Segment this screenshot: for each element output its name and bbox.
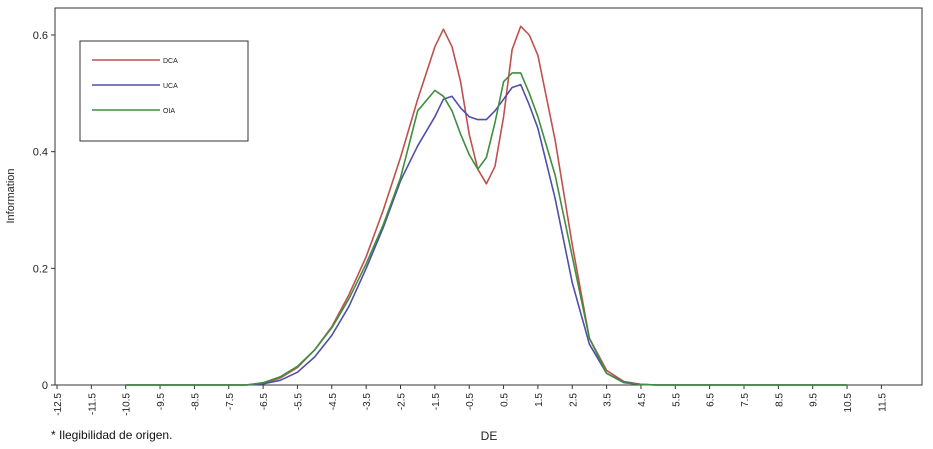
- axes: 0 0.2 0.4 0.6 -12.5 -11.5 -10.5 -9.5 -8.5 -7.5 -6.…: [33, 7, 923, 416]
- x-tick-label: -6.5: [259, 393, 270, 411]
- x-tick-label: -12.5: [53, 393, 64, 416]
- x-tick-label: 7.5: [740, 393, 751, 407]
- x-tick-label: 11.5: [877, 393, 888, 412]
- x-tick-label: 0.5: [500, 393, 511, 407]
- x-tick-label: -0.5: [465, 393, 476, 411]
- x-tick-label: 1.5: [534, 393, 545, 407]
- x-axis-label: DE: [481, 429, 498, 443]
- series-line-oia: [125, 72, 848, 386]
- y-tick-label: 0.2: [33, 263, 48, 275]
- x-tick-label: -11.5: [87, 393, 98, 415]
- x-tick-label: -5.5: [293, 393, 304, 411]
- y-tick-label: 0.6: [33, 30, 48, 42]
- series-layer: [125, 25, 848, 386]
- x-tick-label: 2.5: [568, 393, 579, 407]
- legend: DCA UCA OIA: [79, 40, 249, 142]
- legend-box: [79, 40, 249, 142]
- x-tick-label: -10.5: [122, 393, 133, 416]
- x-tick-label: 6.5: [706, 393, 717, 407]
- x-tick-label: 10.5: [843, 393, 854, 413]
- legend-label-dca: DCA: [163, 58, 178, 65]
- x-tick-label: -1.5: [431, 393, 442, 411]
- x-tick-label: 5.5: [671, 393, 682, 407]
- x-tick-label: -8.5: [190, 393, 201, 411]
- x-tick-label: 9.5: [809, 393, 820, 407]
- plot-frame: [54, 7, 923, 386]
- legend-label-uca: UCA: [163, 83, 178, 90]
- y-axis-label: Information: [5, 168, 17, 223]
- x-tick-label: 3.5: [603, 393, 614, 407]
- x-tick-label: -2.5: [397, 393, 408, 411]
- series-line-uca: [125, 83, 848, 386]
- y-tick-label: 0: [42, 380, 48, 392]
- x-tick-label: -7.5: [225, 393, 236, 411]
- y-tick-label: 0.4: [33, 147, 48, 159]
- x-tick-label: 8.5: [774, 393, 785, 407]
- footnote: * Ilegibilidad de origen.: [51, 428, 173, 442]
- x-tick-label: -9.5: [156, 393, 167, 411]
- x-tick-label: -4.5: [328, 393, 339, 411]
- x-tick-label: 4.5: [637, 393, 648, 407]
- x-tick-label: -3.5: [362, 393, 373, 411]
- legend-label-oia: OIA: [163, 108, 175, 115]
